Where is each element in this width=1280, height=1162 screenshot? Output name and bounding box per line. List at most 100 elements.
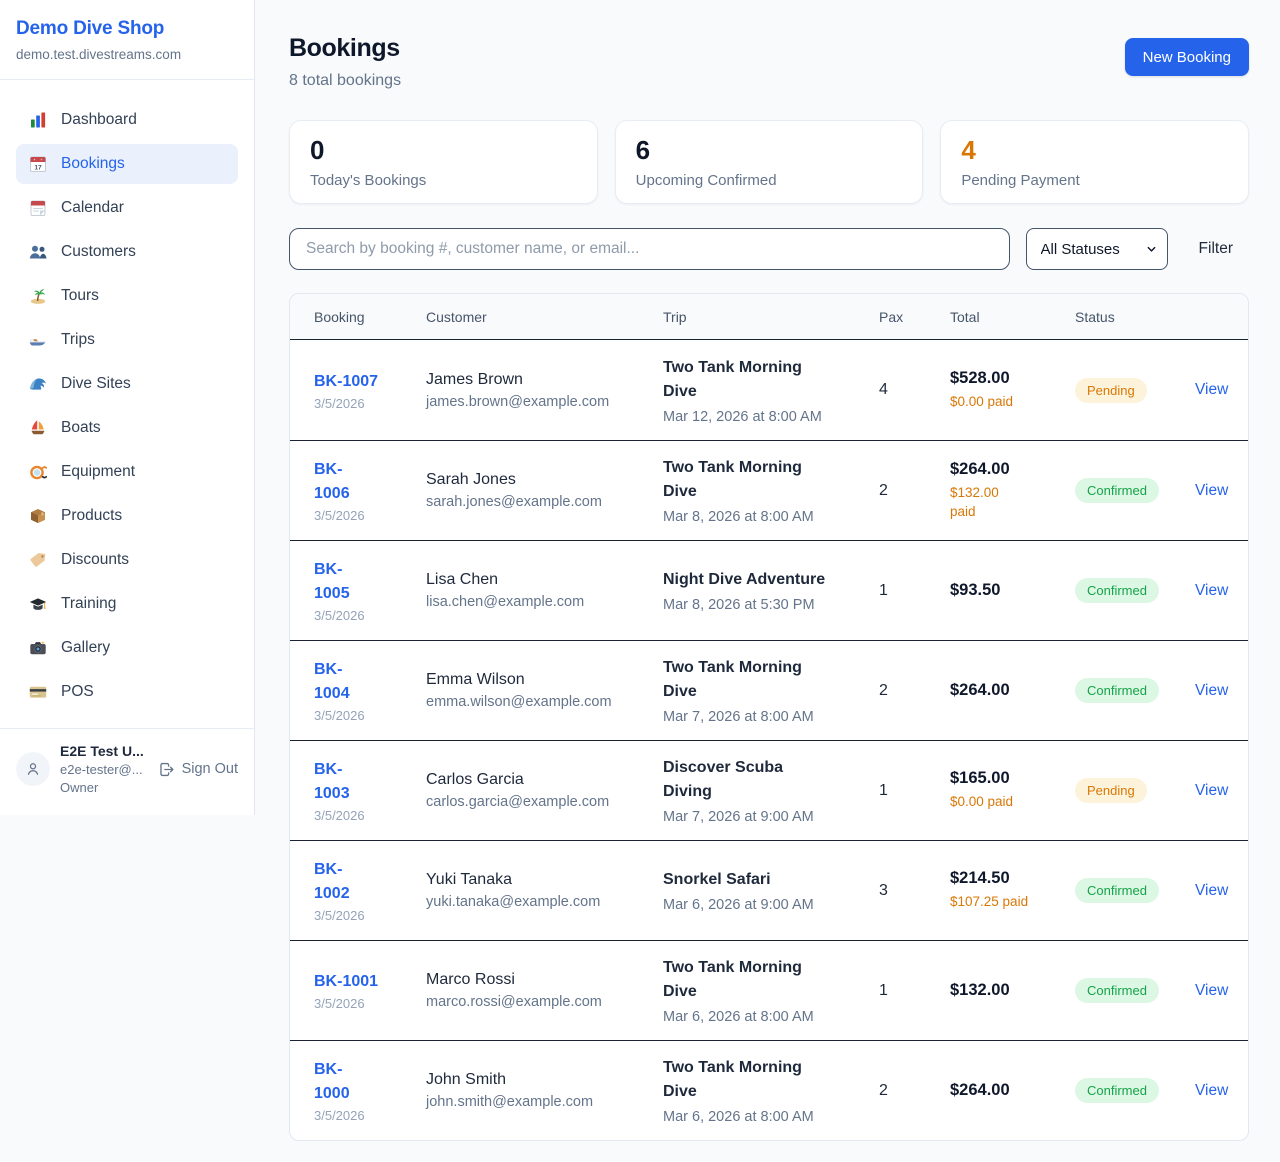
trip-datetime: Mar 8, 2026 at 8:00 AM xyxy=(663,509,814,525)
booking-id-link[interactable]: BK- 1005 xyxy=(314,561,350,602)
sidebar-item-customers[interactable]: Customers xyxy=(16,232,238,272)
table-row: BK-1001 3/5/2026 Marco Rossi marco.rossi… xyxy=(290,940,1248,1040)
trip-cell: Two Tank Morning Dive Mar 7, 2026 at 8:0… xyxy=(663,656,879,725)
sidebar-item-equipment[interactable]: Equipment xyxy=(16,452,238,492)
pax-value: 2 xyxy=(879,481,888,499)
booking-id-link[interactable]: BK-1007 xyxy=(314,372,379,390)
new-booking-button[interactable]: New Booking xyxy=(1124,38,1249,76)
booking-date: 3/5/2026 xyxy=(314,395,365,411)
status-filter-select[interactable]: All Statuses xyxy=(1025,228,1168,270)
status-badge: Confirmed xyxy=(1075,678,1159,703)
status-badge: Confirmed xyxy=(1075,578,1159,603)
status-badge: Pending xyxy=(1075,778,1147,803)
action-cell: View xyxy=(1195,381,1228,399)
booking-cell: BK- 1006 3/5/2026 xyxy=(314,458,426,523)
total-cell: $528.00 $0.00 paid xyxy=(950,369,1075,412)
trip-cell: Two Tank Morning Dive Mar 8, 2026 at 8:0… xyxy=(663,456,879,525)
booking-id-link[interactable]: BK-1001 xyxy=(314,973,379,990)
booking-cell: BK- 1002 3/5/2026 xyxy=(314,858,426,923)
package-icon xyxy=(28,506,48,526)
camera-icon xyxy=(28,638,48,658)
sidebar-item-gallery[interactable]: Gallery xyxy=(16,628,238,668)
status-cell: Confirmed xyxy=(1075,978,1195,1003)
pax-value: 4 xyxy=(879,381,888,398)
view-booking-link[interactable]: View xyxy=(1195,981,1229,999)
action-cell: View xyxy=(1195,982,1228,1000)
view-booking-link[interactable]: View xyxy=(1195,381,1229,398)
pax-value: 1 xyxy=(879,781,888,799)
status-badge: Confirmed xyxy=(1075,978,1159,1003)
tear-calendar-icon xyxy=(28,198,48,218)
booking-date: 3/5/2026 xyxy=(314,908,365,923)
sidebar-item-trips[interactable]: Trips xyxy=(16,320,238,360)
column-header-total: Total xyxy=(950,308,980,325)
view-booking-link[interactable]: View xyxy=(1195,881,1229,899)
total-cell: $264.00 xyxy=(950,1081,1075,1100)
trip-name: Two Tank Morning Dive xyxy=(663,1059,802,1100)
stat-value: 4 xyxy=(961,135,976,165)
customer-email: carlos.garcia@example.com xyxy=(426,794,610,810)
trip-name: Discover Scuba Diving xyxy=(663,759,784,800)
sidebar-item-tours[interactable]: Tours xyxy=(16,276,238,316)
view-booking-link[interactable]: View xyxy=(1195,681,1229,699)
booking-id-link[interactable]: BK- 1000 xyxy=(314,1061,350,1102)
sidebar-item-discounts[interactable]: Discounts xyxy=(16,540,238,580)
trip-cell: Two Tank Morning Dive Mar 6, 2026 at 8:0… xyxy=(663,956,879,1025)
search-input[interactable] xyxy=(289,228,1010,270)
table-row: BK- 1006 3/5/2026 Sarah Jones sarah.jone… xyxy=(290,440,1248,540)
customer-cell: Marco Rossi marco.rossi@example.com xyxy=(426,971,663,1010)
status-cell: Confirmed xyxy=(1075,878,1195,903)
stat-label: Today's Bookings xyxy=(310,171,427,189)
booking-id-link[interactable]: BK- 1004 xyxy=(314,661,350,702)
customer-name: James Brown xyxy=(426,370,523,388)
view-booking-link[interactable]: View xyxy=(1195,1081,1229,1099)
sidebar-item-training[interactable]: Training xyxy=(16,584,238,624)
customer-name: Sarah Jones xyxy=(426,471,516,488)
filter-button[interactable]: Filter xyxy=(1198,240,1233,257)
sidebar-item-label: Dive Sites xyxy=(61,375,131,392)
sidebar-item-boats[interactable]: Boats xyxy=(16,408,238,448)
customer-name: Lisa Chen xyxy=(426,571,499,588)
users-icon xyxy=(28,242,48,262)
sidebar-item-calendar[interactable]: Calendar xyxy=(16,188,238,228)
pax-value: 1 xyxy=(879,581,888,599)
booking-id-link[interactable]: BK- 1002 xyxy=(314,861,350,902)
trip-name: Two Tank Morning Dive xyxy=(663,959,802,1000)
sidebar-user-section: E2E Test U... e2e-tester@... Owner Sign … xyxy=(0,728,254,815)
sidebar-item-products[interactable]: Products xyxy=(16,496,238,536)
speedboat-icon xyxy=(28,330,48,350)
brand-name[interactable]: Demo Dive Shop xyxy=(16,18,165,39)
sidebar-item-dive-sites[interactable]: Dive Sites xyxy=(16,364,238,404)
booking-date: 3/5/2026 xyxy=(314,508,365,523)
view-booking-link[interactable]: View xyxy=(1195,481,1229,499)
customer-cell: Carlos Garcia carlos.garcia@example.com xyxy=(426,771,663,810)
booking-date: 3/5/2026 xyxy=(314,1108,365,1123)
sidebar-item-pos[interactable]: POS xyxy=(16,672,238,712)
total-cell: $132.00 xyxy=(950,981,1075,1000)
booking-id-link[interactable]: BK- 1006 xyxy=(314,461,350,502)
customer-email: emma.wilson@example.com xyxy=(426,694,612,710)
controls-row: All Statuses Filter xyxy=(289,228,1249,270)
table-header-row: Booking Customer Trip Pax Total Status xyxy=(290,294,1248,340)
total-cell: $214.50 $107.25 paid xyxy=(950,869,1075,912)
sidebar-item-bookings[interactable]: 17 Bookings xyxy=(16,144,238,184)
pax-value: 3 xyxy=(879,881,888,899)
trip-datetime: Mar 7, 2026 at 9:00 AM xyxy=(663,809,814,825)
table-row: BK- 1004 3/5/2026 Emma Wilson emma.wilso… xyxy=(290,640,1248,740)
sign-out-button[interactable]: Sign Out xyxy=(158,761,238,778)
sidebar-item-label: Tours xyxy=(61,287,99,304)
column-header-status: Status xyxy=(1075,308,1115,325)
stat-label: Upcoming Confirmed xyxy=(635,171,777,189)
booking-cell: BK-1001 3/5/2026 xyxy=(314,970,426,1011)
status-cell: Pending xyxy=(1075,778,1195,803)
booking-id-link[interactable]: BK- 1003 xyxy=(314,761,350,802)
action-cell: View xyxy=(1195,882,1228,900)
user-role: Owner xyxy=(60,780,99,795)
view-booking-link[interactable]: View xyxy=(1195,581,1229,599)
page-title: Bookings xyxy=(289,34,400,62)
user-name: E2E Test U... xyxy=(60,743,144,759)
view-booking-link[interactable]: View xyxy=(1195,781,1229,799)
sidebar-item-dashboard[interactable]: Dashboard xyxy=(16,100,238,140)
sidebar-item-label: Training xyxy=(61,595,117,612)
user-email: e2e-tester@... xyxy=(60,762,143,777)
